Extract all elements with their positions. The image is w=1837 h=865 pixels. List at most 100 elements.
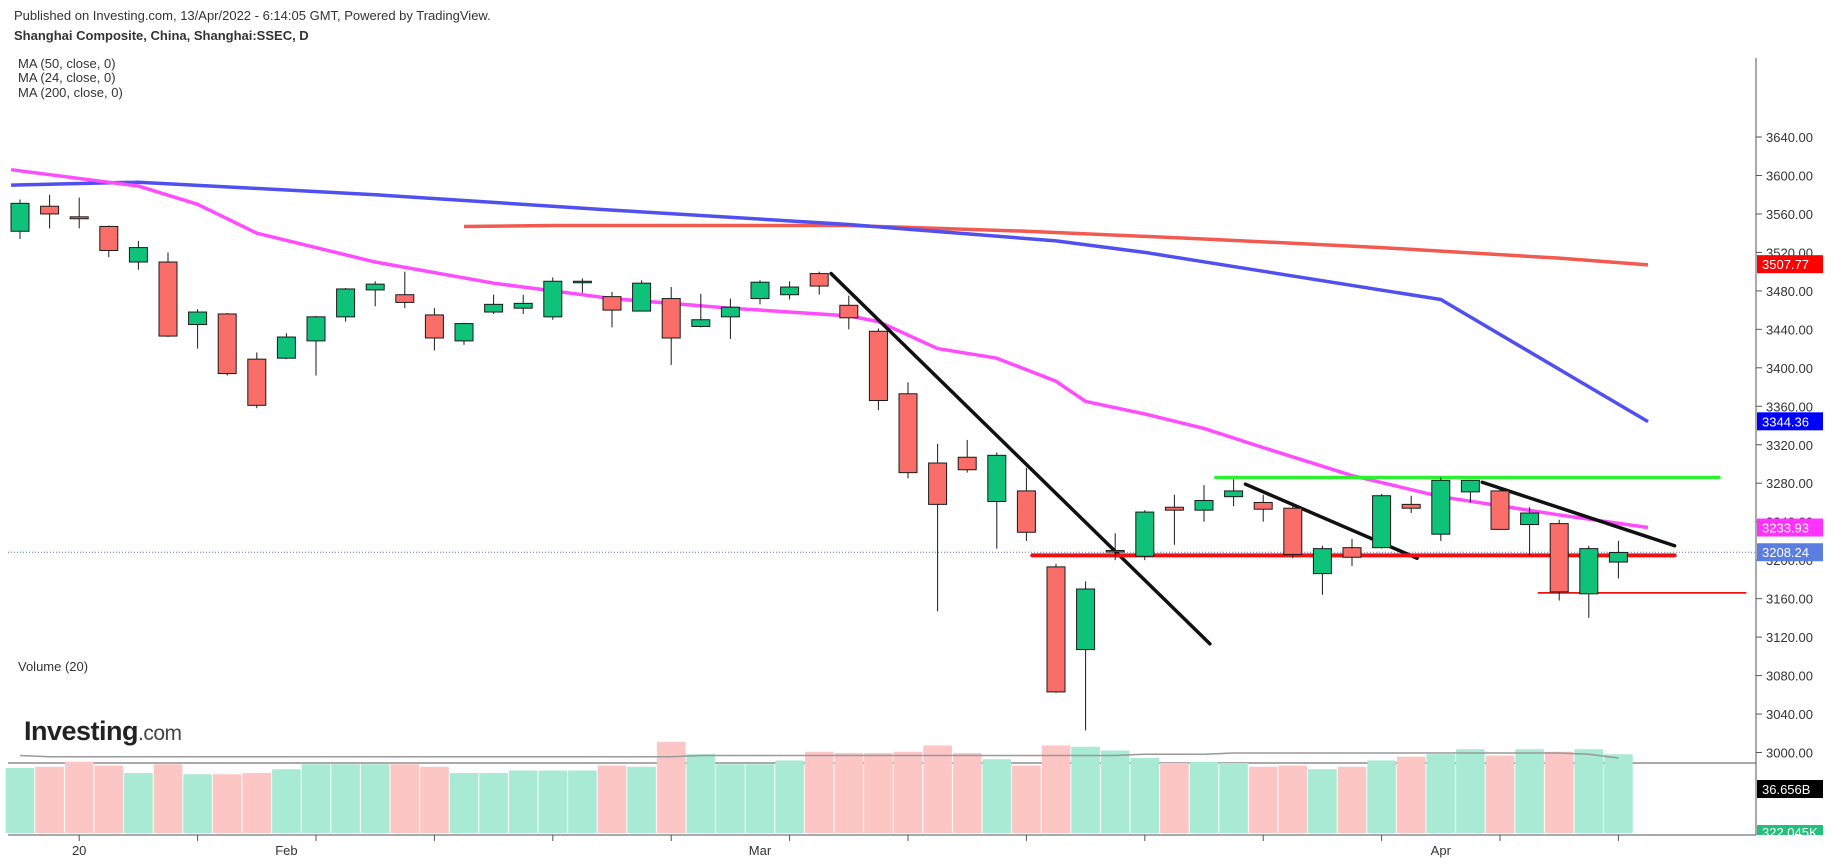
candle-body (1253, 501, 1273, 510)
volume-label-text: 36.656B (1762, 782, 1810, 797)
candle (1283, 502, 1303, 559)
candle-body (395, 294, 415, 303)
candle (602, 291, 622, 328)
volume-bar (568, 770, 597, 833)
volume-ma-line (19, 752, 1619, 759)
candle (987, 452, 1007, 549)
candle-body (1460, 479, 1480, 493)
price-tick-label: 3080.00 (1766, 669, 1813, 684)
volume-bar (1278, 765, 1308, 833)
volume-bar (775, 760, 804, 833)
volume-bar (1574, 749, 1604, 833)
volume-bar (508, 770, 538, 833)
trendline-line (1480, 480, 1677, 548)
candle (217, 312, 237, 376)
candle (632, 280, 652, 312)
candle-body (1431, 479, 1451, 535)
price-label-box (1757, 255, 1823, 274)
candle-body (957, 456, 977, 471)
candle-body (1401, 503, 1421, 509)
candle (572, 278, 592, 293)
indicator-ma200-label[interactable]: MA (200, close, 0) (18, 85, 123, 100)
candle (1105, 533, 1125, 561)
price-tick-label: 3120.00 (1766, 630, 1813, 645)
volume-bar (242, 773, 272, 833)
candle (1401, 495, 1421, 514)
candle-body (1164, 506, 1184, 511)
logo-suffix: .com (138, 722, 182, 745)
candle-body (1224, 490, 1244, 498)
volume-bar (1396, 756, 1426, 833)
volume-label-box (1757, 825, 1823, 835)
candle-body (484, 303, 504, 313)
candle (780, 281, 800, 300)
volume-label-text: 322.045K (1762, 825, 1818, 840)
candle-body (661, 298, 681, 339)
candle (1312, 545, 1332, 595)
moving-averages (8, 167, 1756, 553)
price-label-box (1757, 412, 1823, 431)
candle-body (839, 304, 859, 319)
indicator-ma24-label[interactable]: MA (24, close, 0) (18, 70, 116, 85)
indicator-ma50-label[interactable]: MA (50, close, 0) (18, 56, 116, 71)
volume-bar (1456, 749, 1485, 833)
volume-bar (1130, 758, 1160, 833)
candle-body (543, 280, 563, 318)
price-label-text: 3344.36 (1762, 414, 1809, 429)
volume-bar (597, 765, 627, 833)
candle-body (809, 273, 829, 287)
candle-body (1076, 588, 1096, 651)
candle (99, 225, 119, 258)
candle (809, 271, 829, 295)
candle (513, 294, 533, 314)
time-axis-label: Apr (1431, 843, 1452, 858)
price-tick-label: 3280.00 (1766, 476, 1813, 491)
symbol-title: Shanghai Composite, China, Shanghai:SSEC… (14, 28, 309, 43)
volume-bar (183, 774, 212, 833)
price-tick-label: 3480.00 (1766, 284, 1813, 299)
volume-bar (804, 751, 834, 833)
candle (1549, 519, 1569, 601)
candle (928, 443, 948, 612)
candle-body (780, 286, 800, 296)
candle (543, 277, 563, 320)
price-tick-label: 3360.00 (1766, 399, 1813, 414)
candle-body (1579, 548, 1599, 595)
investing-logo: Investing.com (24, 716, 182, 747)
price-tick-label: 3160.00 (1766, 592, 1813, 607)
volume-bar (5, 768, 35, 833)
logo-text: Investing (24, 716, 139, 746)
volume-bar (390, 764, 420, 833)
candle-body (898, 393, 918, 474)
volume-bar (1308, 769, 1337, 833)
volume-bar (272, 769, 301, 833)
volume-bar (893, 751, 923, 833)
price-label-text: 3233.93 (1762, 521, 1809, 536)
volume-bar (923, 745, 952, 833)
candle-body (928, 462, 948, 505)
volume-indicator-label[interactable]: Volume (20) (18, 659, 89, 674)
price-label-text: 3507.77 (1762, 257, 1809, 272)
price-tick-label: 3560.00 (1766, 207, 1813, 222)
volume-bar (716, 764, 745, 833)
candle-body (691, 319, 711, 327)
candle-body (1016, 490, 1036, 533)
candle (1046, 564, 1066, 693)
candle (1520, 507, 1540, 556)
candle (1164, 494, 1184, 545)
candle (1016, 467, 1036, 541)
volume-bar (153, 764, 183, 833)
candle (720, 298, 740, 339)
candle (306, 315, 326, 376)
volume-bar (1485, 755, 1515, 833)
volume-bar (1071, 746, 1100, 833)
volume-bar (479, 773, 508, 833)
volume-bar (124, 773, 153, 833)
price-tick-label: 3600.00 (1766, 168, 1813, 183)
candle-body (158, 261, 178, 337)
price-tick-label: 3640.00 (1766, 130, 1813, 145)
volume-bar (1248, 766, 1278, 833)
volume-bar (94, 765, 124, 833)
candle (1253, 494, 1273, 522)
